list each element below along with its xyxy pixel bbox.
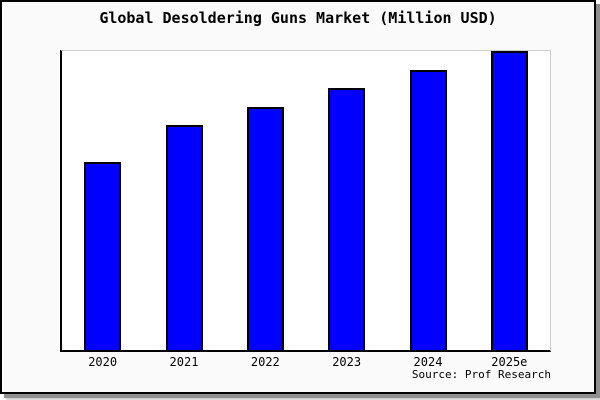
x-tick-label-2021: 2021 xyxy=(169,355,199,369)
source-credit: Source: Prof Research xyxy=(411,368,551,381)
bar-2023 xyxy=(328,87,366,350)
bar-2024 xyxy=(409,69,447,350)
x-tick-label-2023: 2023 xyxy=(332,355,362,369)
x-axis-labels: 2020 2021 2022 2023 2024 2025e xyxy=(62,355,550,369)
chart-title: Global Desoldering Guns Market (Million … xyxy=(99,9,497,27)
plot-area xyxy=(60,50,551,352)
bar-2020 xyxy=(84,162,122,350)
bar-2022 xyxy=(246,106,284,350)
x-tick-label-2022: 2022 xyxy=(250,355,280,369)
chart-card: Global Desoldering Guns Market (Million … xyxy=(0,0,596,394)
bar-2021 xyxy=(165,125,203,350)
x-tick-label-2024: 2024 xyxy=(413,355,443,369)
x-tick-label-2020: 2020 xyxy=(88,355,118,369)
bar-2025e xyxy=(490,51,528,350)
x-tick-label-2025e: 2025e xyxy=(491,355,528,369)
